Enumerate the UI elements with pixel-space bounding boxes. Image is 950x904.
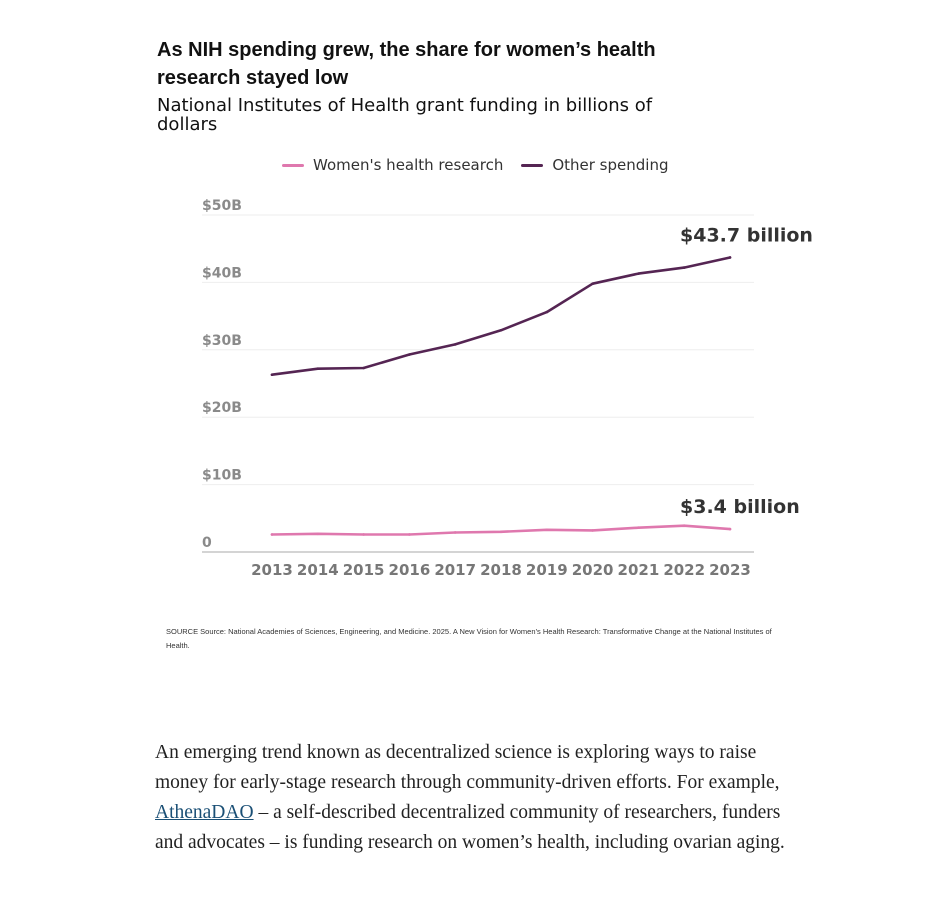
x-tick-label: 2016 xyxy=(389,561,431,579)
chart-title: As NIH spending grew, the share for wome… xyxy=(157,39,656,89)
x-tick-label: 2021 xyxy=(618,561,660,579)
data-point xyxy=(637,526,640,530)
article-text-after: – a self-described decentralized communi… xyxy=(155,802,785,853)
x-tick-label: 2020 xyxy=(572,561,614,579)
data-point xyxy=(728,256,732,259)
data-point xyxy=(682,266,686,269)
legend-swatch-womens-health xyxy=(282,163,304,167)
data-point xyxy=(728,527,732,531)
data-point xyxy=(637,272,640,275)
x-tick-label: 2015 xyxy=(343,561,385,579)
data-point xyxy=(408,533,411,536)
data-point xyxy=(591,529,594,532)
legend-item-womens-health: Women's health research xyxy=(282,156,503,174)
athenadao-link[interactable]: AthenaDAO xyxy=(155,802,254,823)
x-tick-label: 2013 xyxy=(251,561,293,579)
x-tick-label: 2023 xyxy=(709,561,751,579)
data-point xyxy=(591,282,594,286)
data-point xyxy=(453,343,457,346)
x-tick-label: 2022 xyxy=(663,561,705,579)
y-tick-label: $40B xyxy=(202,265,242,281)
article-text-before: An emerging trend known as decentralized… xyxy=(155,742,780,793)
data-point xyxy=(362,366,365,370)
legend-swatch-other-spending xyxy=(521,163,544,167)
chart-subtitle: National Institutes of Health grant fund… xyxy=(157,95,653,135)
article-paragraph: An emerging trend known as decentralized… xyxy=(155,738,805,858)
data-point xyxy=(316,367,320,370)
source-note: SOURCE Source: National Academies of Sci… xyxy=(166,627,772,650)
data-point xyxy=(270,373,274,377)
series-line-womens-health xyxy=(270,524,732,536)
x-tick-label: 2018 xyxy=(480,561,522,579)
data-point xyxy=(270,533,274,536)
x-tick-label: 2017 xyxy=(434,561,476,579)
legend-label-womens-health: Women's health research xyxy=(313,156,504,174)
data-point xyxy=(499,328,503,332)
data-point xyxy=(545,310,549,314)
y-tick-label: $20B xyxy=(202,400,242,416)
y-tick-label: $30B xyxy=(202,333,242,349)
series-line-other-spending xyxy=(270,256,732,376)
x-tick-label: 2014 xyxy=(297,561,339,579)
data-point xyxy=(362,533,365,536)
end-value-label: $43.7 billion xyxy=(680,224,813,246)
chart-legend: Women's health research Other spending xyxy=(282,154,686,176)
data-point xyxy=(545,528,549,532)
article-body: An emerging trend known as decentralized… xyxy=(155,738,805,858)
data-point xyxy=(316,532,320,536)
data-point xyxy=(408,353,411,356)
data-point xyxy=(499,530,503,534)
y-tick-label: $50B xyxy=(202,198,242,214)
data-point xyxy=(682,524,686,528)
end-value-label: $3.4 billion xyxy=(680,496,800,518)
legend-label-other-spending: Other spending xyxy=(552,156,669,174)
x-tick-label: 2019 xyxy=(526,561,568,579)
legend-item-other-spending: Other spending xyxy=(521,156,668,174)
y-tick-label: $10B xyxy=(202,468,242,484)
y-tick-label: 0 xyxy=(202,535,212,551)
data-point xyxy=(453,531,457,534)
